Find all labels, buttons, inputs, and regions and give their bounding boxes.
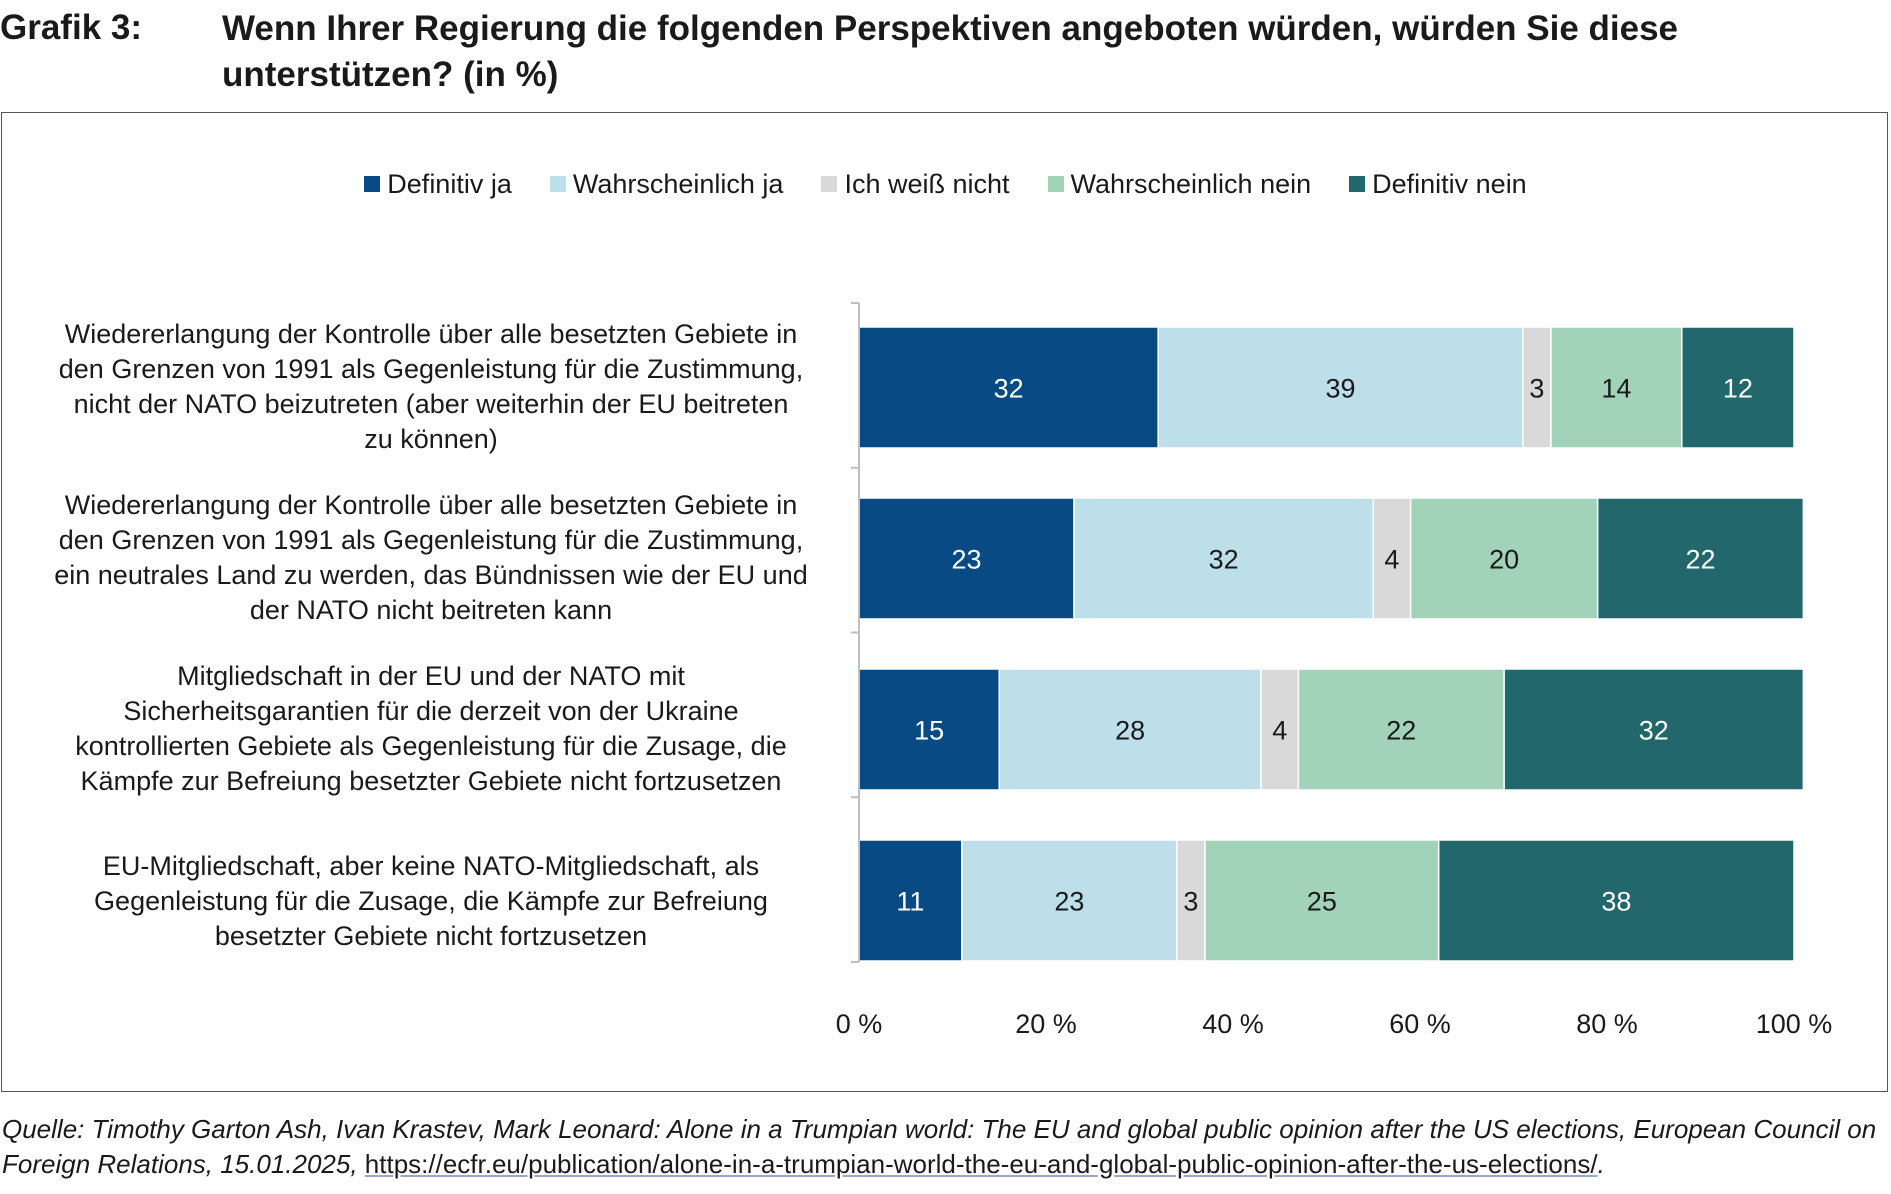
figure-label: Grafik 3: — [0, 8, 142, 47]
bar-segment — [1409, 497, 1599, 620]
bar-segment — [1681, 326, 1795, 449]
category-label-4-line: besetzter Gebiete nicht fortzusetzen — [214, 921, 648, 951]
legend-item-ich-weiss-nicht: Ich weiß nicht — [821, 166, 1010, 202]
bar-segment — [1297, 668, 1505, 791]
category-label-3: Mitgliedschaft in der EU und der NATO mi… — [30, 659, 832, 799]
category-label-2-line: Wiedererlangung der Kontrolle über alle … — [64, 490, 798, 520]
legend-swatch-wahrscheinlich-ja — [549, 176, 566, 192]
x-tick-label: 60 % — [1389, 1009, 1451, 1039]
data-label: 3 — [1183, 887, 1198, 917]
bar-segment — [858, 497, 1075, 620]
legend-item-definitiv-nein: Definitiv nein — [1349, 166, 1527, 202]
data-label: 20 — [1489, 545, 1519, 575]
data-label: 12 — [1723, 374, 1753, 404]
category-label-3-line: kontrollierten Gebiete als Gegenleistung… — [75, 731, 787, 761]
source-text: Quelle: Timothy Garton Ash, Ivan Krastev… — [2, 1114, 1877, 1179]
x-tick-label: 0 % — [835, 1009, 883, 1039]
category-label-4: EU-Mitgliedschaft, aber keine NATO-Mitgl… — [30, 849, 832, 954]
chart-title-line-2: unterstützen? (in %) — [222, 55, 559, 94]
chart-title: Wenn Ihrer Regierung die folgenden Persp… — [222, 6, 1862, 98]
legend-label-wahrscheinlich-ja: Wahrscheinlich ja — [572, 169, 784, 199]
data-label: 3 — [1529, 374, 1544, 404]
category-label-4-line: Gegenleistung für die Zusage, die Kämpfe… — [94, 886, 768, 916]
data-label: 39 — [1326, 374, 1356, 404]
data-label: 4 — [1384, 545, 1399, 575]
data-label: 23 — [1054, 887, 1084, 917]
legend-label-definitiv-ja: Definitiv ja — [387, 169, 512, 199]
legend-swatch-definitiv-nein — [1349, 176, 1366, 192]
category-label-1-line: Wiedererlangung der Kontrolle über alle … — [64, 319, 798, 349]
x-tick-label: 40 % — [1202, 1009, 1264, 1039]
category-label-3-line: Kämpfe zur Befreiung besetzter Gebiete n… — [80, 766, 782, 796]
bar-segment — [1503, 668, 1805, 791]
bar-segment — [1596, 497, 1805, 620]
source-note: Quelle: Timothy Garton Ash, Ivan Krastev… — [2, 1112, 1887, 1182]
data-label: 28 — [1115, 716, 1145, 746]
legend-item-definitiv-ja: Definitiv ja — [364, 166, 512, 202]
data-label: 22 — [1386, 716, 1416, 746]
data-label: 4 — [1272, 716, 1287, 746]
bar-segment — [961, 839, 1178, 962]
data-label: 15 — [914, 716, 944, 746]
data-label: 22 — [1685, 545, 1715, 575]
bar-segment — [1073, 497, 1375, 620]
legend-item-wahrscheinlich-ja: Wahrscheinlich ja — [549, 166, 784, 202]
chart-title-line-1: Wenn Ihrer Regierung die folgenden Persp… — [222, 9, 1679, 48]
bar-segment — [1204, 839, 1440, 962]
bar-segment — [1260, 668, 1300, 791]
data-label: 23 — [952, 545, 982, 575]
x-tick-label: 80 % — [1576, 1009, 1638, 1039]
legend-label-definitiv-nein: Definitiv nein — [1372, 169, 1527, 199]
legend-item-wahrscheinlich-nein: Wahrscheinlich nein — [1047, 166, 1312, 202]
category-label-1-line: nicht der NATO beizutreten (aber weiterh… — [73, 389, 789, 419]
x-tick-label: 20 % — [1015, 1009, 1077, 1039]
data-label: 25 — [1307, 887, 1337, 917]
data-label: 14 — [1601, 374, 1631, 404]
category-label-2-line: den Grenzen von 1991 als Gegenleistung f… — [58, 525, 804, 555]
bar-segment — [1157, 326, 1524, 449]
category-label-2-line: der NATO nicht beitreten kann — [249, 595, 613, 625]
category-label-1-line: den Grenzen von 1991 als Gegenleistung f… — [58, 354, 804, 384]
bar-segment — [1437, 839, 1795, 962]
bar-segment — [1176, 839, 1206, 962]
data-label: 32 — [994, 374, 1024, 404]
bar-segment — [1372, 497, 1412, 620]
category-label-1-line: zu können) — [364, 424, 498, 454]
legend-swatch-ich-weiss-nicht — [821, 176, 838, 192]
data-label: 11 — [896, 887, 924, 917]
x-tick-label: 100 % — [1755, 1009, 1833, 1039]
chart-frame — [1, 112, 1888, 1092]
category-label-3-line: Mitgliedschaft in der EU und der NATO mi… — [177, 661, 685, 691]
category-label-1: Wiedererlangung der Kontrolle über alle … — [30, 317, 832, 457]
bar-segment — [858, 326, 1159, 449]
category-label-3-line: Sicherheitsgarantien für die derzeit von… — [123, 696, 739, 726]
category-label-2-line: ein neutrales Land zu werden, das Bündni… — [54, 560, 808, 590]
legend-label-wahrscheinlich-nein: Wahrscheinlich nein — [1070, 169, 1312, 199]
category-label-4-line: EU-Mitgliedschaft, aber keine NATO-Mitgl… — [102, 851, 760, 881]
legend-swatch-definitiv-ja — [364, 176, 381, 192]
legend-label-ich-weiss-nicht: Ich weiß nicht — [844, 169, 1010, 199]
bar-segment — [1550, 326, 1683, 449]
data-label: 38 — [1601, 887, 1631, 917]
legend-swatch-wahrscheinlich-nein — [1047, 176, 1064, 192]
data-label: 32 — [1639, 716, 1669, 746]
source-tail: . — [1597, 1149, 1605, 1179]
source-link[interactable]: https://ecfr.eu/publication/alone-in-a-t… — [364, 1149, 1598, 1179]
category-label-2: Wiedererlangung der Kontrolle über alle … — [30, 488, 832, 628]
legend: Definitiv ja Wahrscheinlich ja Ich weiß … — [0, 166, 1891, 202]
data-label: 32 — [1209, 545, 1239, 575]
